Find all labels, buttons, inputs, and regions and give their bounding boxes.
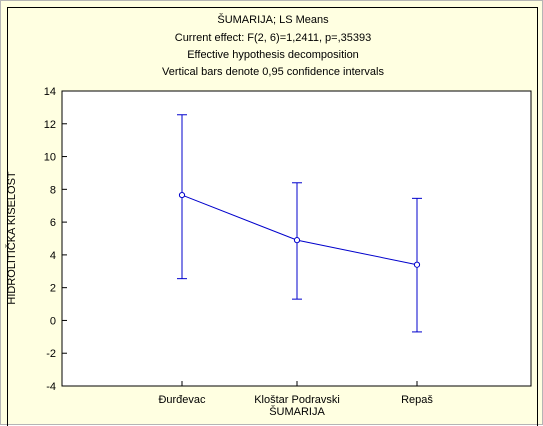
chart-subtitle-1: Current effect: F(2, 6)=1,2411, p=,35393 [175, 32, 372, 44]
series-marks [177, 114, 422, 333]
y-axis: 14 12 10 8 6 4 2 0 -2 -4 [44, 86, 67, 393]
y-tick-label: -4 [46, 381, 56, 393]
x-tick-label: Repaš [401, 394, 433, 406]
chart-subtitle-3: Vertical bars denote 0,95 confidence int… [162, 66, 384, 78]
chart-title: ŠUMARIJA; LS Means [217, 13, 329, 26]
y-axis-label: HIDROLITIČKA KISELOST [5, 171, 18, 305]
y-tick-label: 0 [50, 315, 56, 327]
y-tick-label: -2 [46, 348, 56, 360]
y-tick-label: 8 [50, 184, 56, 196]
data-point [178, 191, 186, 199]
x-axis: Đurđevac Kloštar Podravski Repaš [158, 381, 433, 406]
x-tick-label: Đurđevac [158, 394, 206, 406]
y-tick-label: 12 [44, 119, 56, 131]
y-tick-label: 14 [44, 86, 56, 98]
x-axis-label: ŠUMARIJA [269, 405, 325, 418]
data-point [293, 237, 301, 244]
y-tick-label: 2 [50, 283, 56, 295]
chart-subtitle-2: Effective hypothesis decomposition [187, 49, 359, 61]
y-tick-label: 4 [50, 250, 56, 262]
chart-inner-border [7, 7, 538, 426]
y-tick-label: 6 [50, 217, 56, 229]
y-tick-label: 10 [44, 152, 56, 164]
chart-title-block: ŠUMARIJA; LS Means Current effect: F(2, … [162, 13, 384, 78]
data-point [413, 261, 421, 268]
x-tick-label: Kloštar Podravski [254, 394, 340, 406]
